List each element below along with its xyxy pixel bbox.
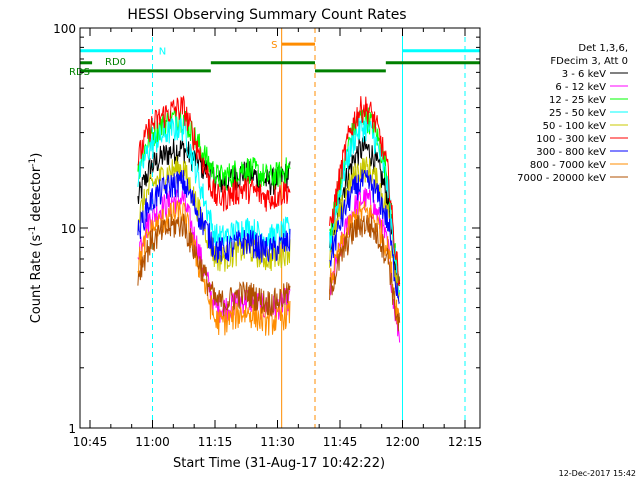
series-line-7-segment-1 bbox=[329, 200, 401, 325]
legend-label-6: 300 - 800 keV bbox=[536, 147, 606, 158]
chart-title: HESSI Observing Summary Count Rates bbox=[127, 7, 406, 23]
legend-label-4: 50 - 100 keV bbox=[543, 121, 607, 132]
x-tick-label-6: 12:15 bbox=[448, 435, 483, 449]
series-line-5-segment-1 bbox=[329, 96, 401, 287]
legend-label-2: 12 - 25 keV bbox=[549, 95, 606, 106]
series-line-8-segment-1 bbox=[329, 214, 401, 332]
y-tick-label-0: 1 bbox=[68, 422, 76, 436]
y-tick-label-2: 100 bbox=[53, 22, 76, 36]
plot-border bbox=[79, 27, 481, 429]
series-line-6-segment-0 bbox=[137, 170, 291, 263]
x-tick-label-0: 10:45 bbox=[73, 435, 108, 449]
legend-label-5: 100 - 300 keV bbox=[536, 134, 606, 145]
x-axis-label: Start Time (31-Aug-17 10:42:22) bbox=[173, 456, 385, 471]
legend-header-0: Det 1,3,6, bbox=[578, 43, 628, 54]
x-tick-label-3: 11:30 bbox=[260, 435, 295, 449]
x-tick-label-2: 11:15 bbox=[198, 435, 233, 449]
flag-label-0: N bbox=[159, 47, 166, 58]
legend: Det 1,3,6, FDecim 3, Att 0 3 - 6 keV 6 - 12… bbox=[517, 43, 628, 184]
legend-header-1: FDecim 3, Att 0 bbox=[550, 56, 628, 67]
series-lines bbox=[137, 95, 401, 343]
series-line-8-segment-0 bbox=[137, 213, 291, 317]
legend-label-0: 3 - 6 keV bbox=[562, 69, 606, 80]
series-line-6-segment-1 bbox=[329, 169, 400, 305]
legend-label-8: 7000 - 20000 keV bbox=[517, 173, 606, 184]
series-line-4-segment-1 bbox=[329, 156, 401, 302]
y-axis-label: Count Rate (s-1 detector-1) bbox=[28, 153, 44, 324]
x-tick-label-1: 11:00 bbox=[135, 435, 170, 449]
legend-label-1: 6 - 12 keV bbox=[555, 82, 606, 93]
series-line-3-segment-1 bbox=[329, 117, 401, 298]
legend-label-7: 800 - 7000 keV bbox=[530, 160, 606, 171]
x-tick-label-5: 12:00 bbox=[385, 435, 420, 449]
series-line-4-segment-0 bbox=[137, 156, 291, 272]
series-line-5-segment-0 bbox=[137, 95, 291, 212]
flag-label-1: S bbox=[271, 40, 277, 51]
y-tick-label-1: 10 bbox=[61, 222, 76, 236]
x-tick-label-4: 11:45 bbox=[323, 435, 358, 449]
axes: 1 10 100 10:45 11:00 11:15 11:30 11:45 12:00 12:1… bbox=[53, 22, 482, 449]
flag-label-2: RD0 bbox=[105, 57, 126, 68]
legend-label-3: 25 - 50 keV bbox=[549, 108, 606, 119]
timestamp: 12-Dec-2017 15:42 bbox=[559, 469, 636, 478]
